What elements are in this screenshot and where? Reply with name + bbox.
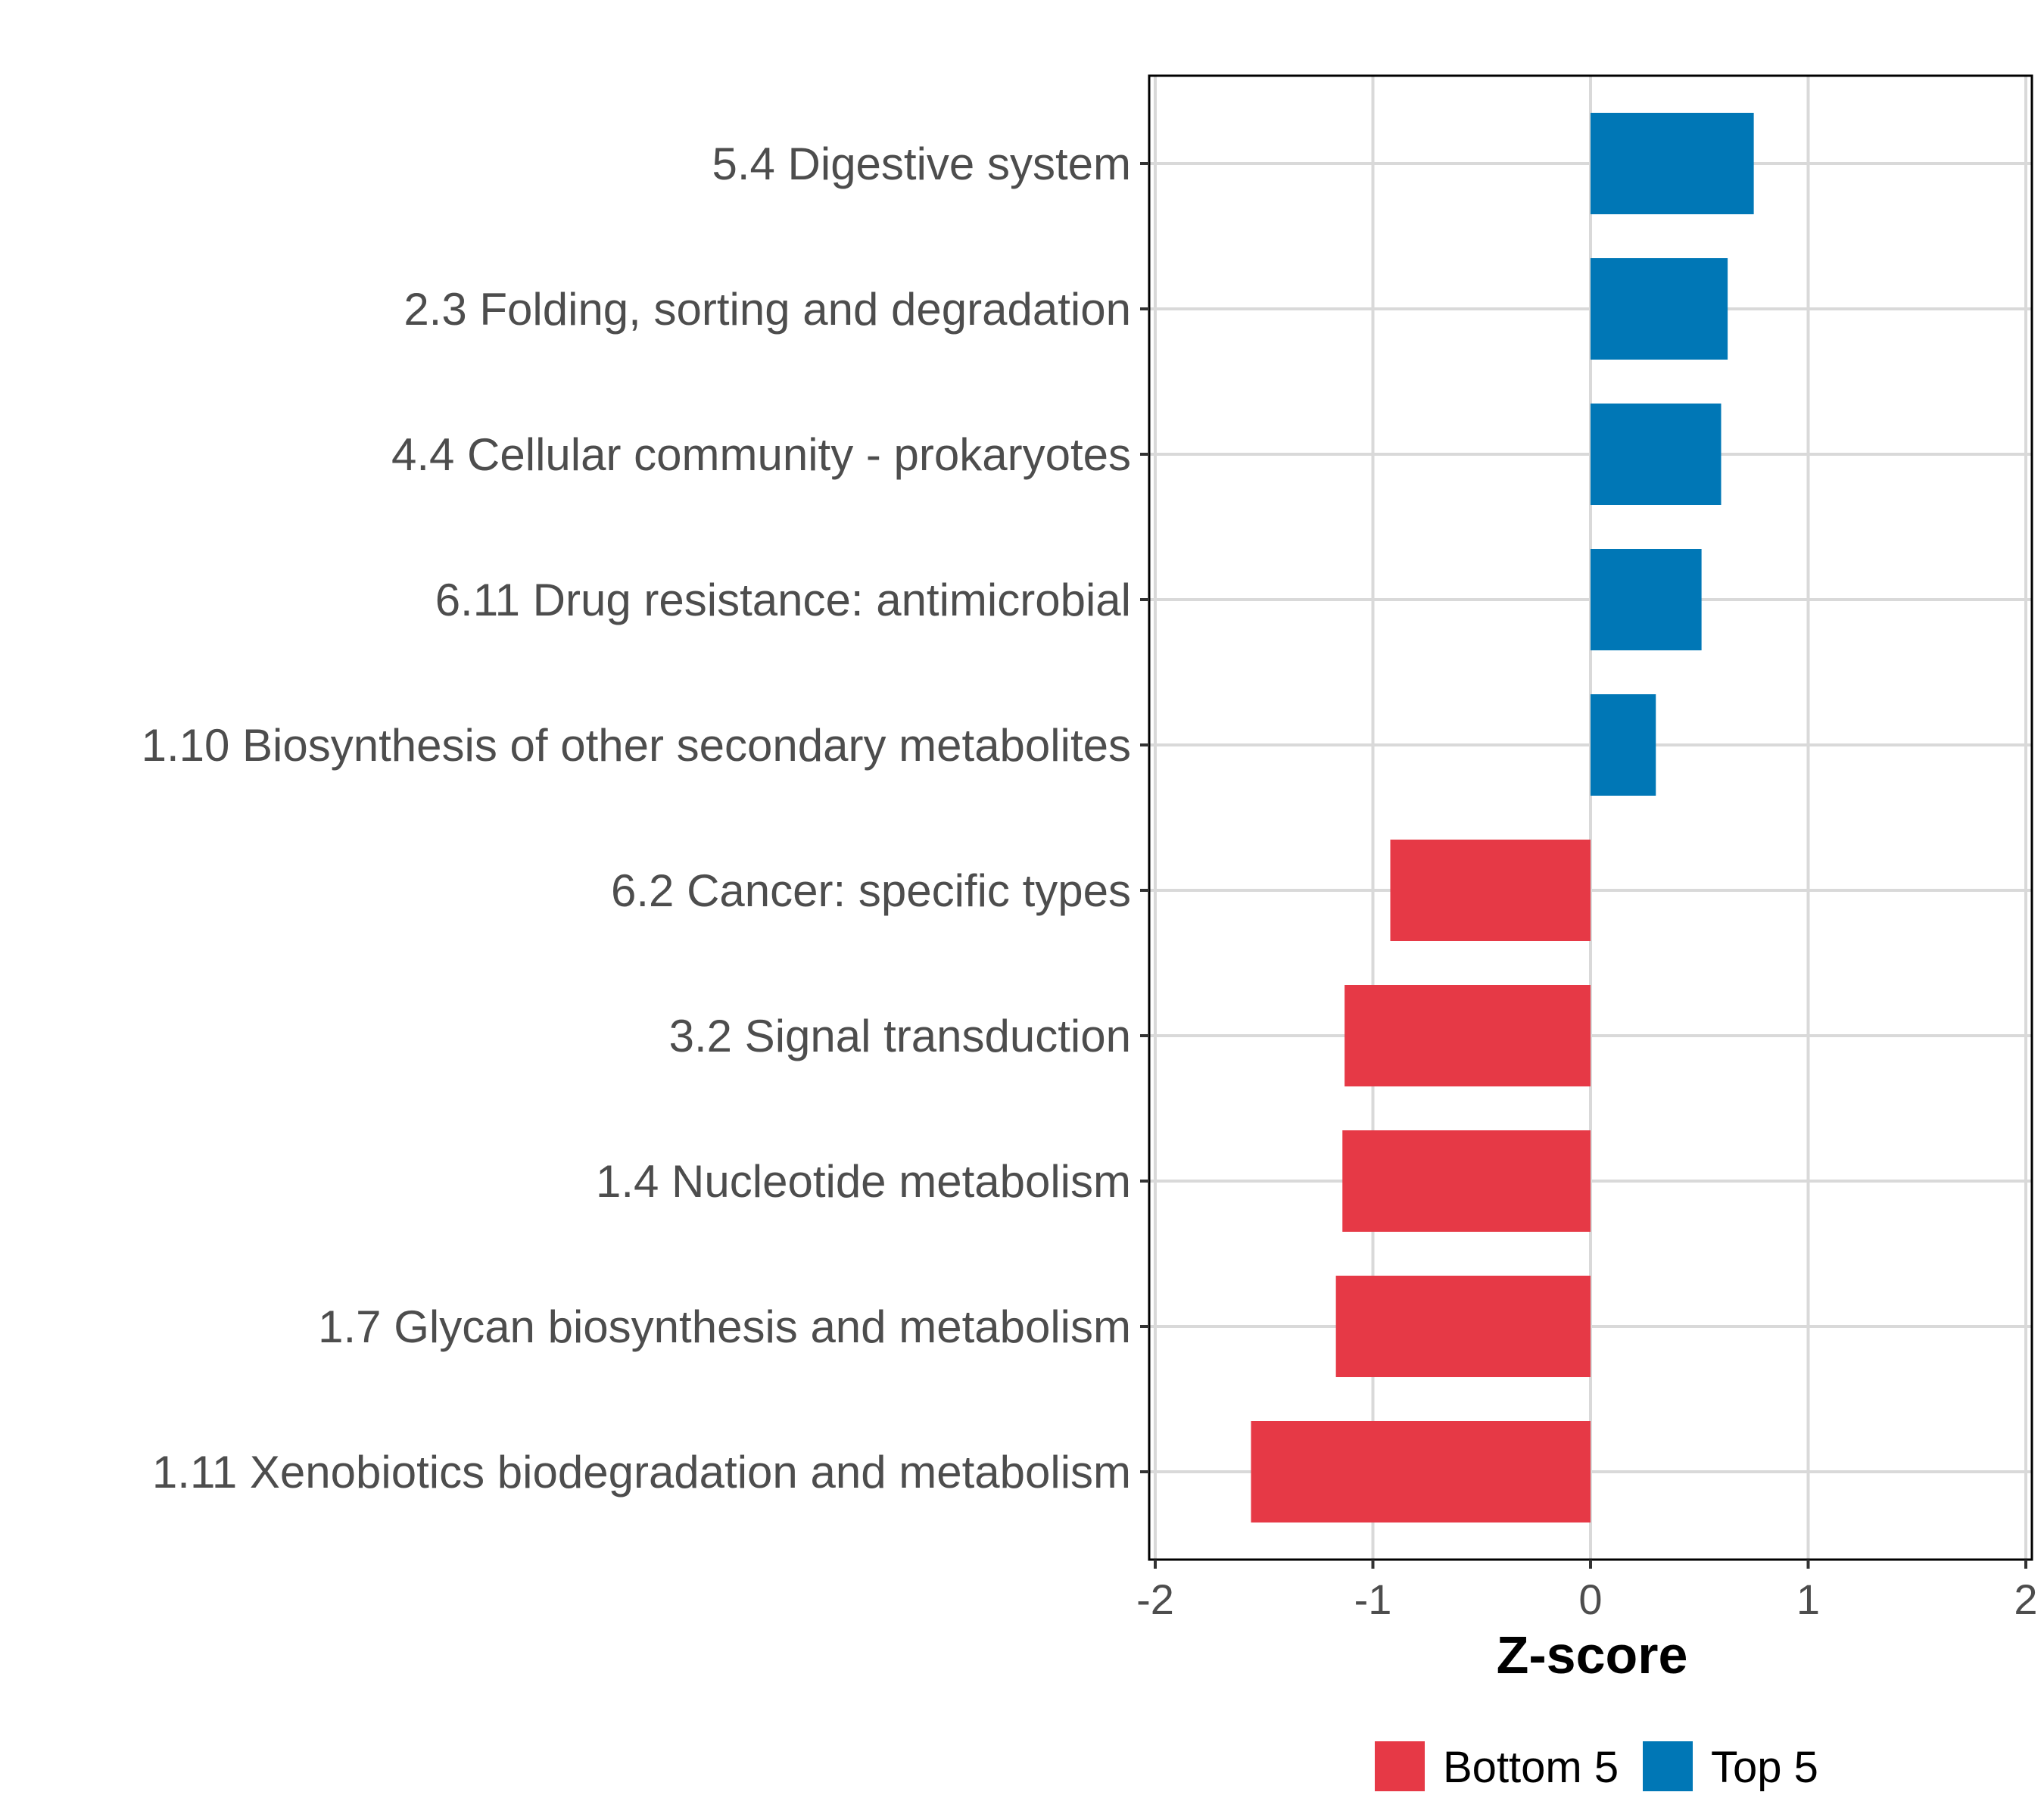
legend-label: Bottom 5 (1443, 1743, 1619, 1792)
legend: Bottom 5 Top 5 (1375, 1741, 1818, 1792)
bar (1251, 1421, 1591, 1522)
y-tick-label: 1.4 Nucleotide metabolism (596, 1156, 1131, 1207)
y-tick-label: 2.3 Folding, sorting and degradation (404, 284, 1131, 335)
y-tick-label: 1.11 Xenobiotics biodegradation and meta… (152, 1447, 1131, 1498)
bars (1251, 113, 1754, 1522)
y-axis: 5.4 Digestive system 2.3 Folding, sorting… (142, 139, 1149, 1498)
x-tick-label: -1 (1354, 1575, 1392, 1623)
bar (1335, 1276, 1591, 1377)
bar (1591, 694, 1656, 796)
bar (1390, 840, 1591, 941)
x-tick-label: 2 (2014, 1575, 2037, 1623)
bar (1591, 404, 1722, 505)
legend-key (1375, 1741, 1425, 1791)
x-axis-title: Z-score (1497, 1625, 1688, 1685)
y-tick-label: 1.7 Glycan biosynthesis and metabolism (318, 1301, 1131, 1352)
legend-label: Top 5 (1711, 1743, 1818, 1792)
bar (1591, 258, 1728, 360)
y-tick-label: 1.10 Biosynthesis of other secondary met… (142, 720, 1131, 771)
x-tick-label: 1 (1796, 1575, 1820, 1623)
y-tick-label: 6.11 Drug resistance: antimicrobial (435, 575, 1131, 625)
y-tick-label: 3.2 Signal transduction (669, 1011, 1131, 1061)
y-tick-label: 5.4 Digestive system (712, 139, 1131, 189)
x-tick-label: -2 (1136, 1575, 1174, 1623)
x-tick-label: 0 (1578, 1575, 1602, 1623)
y-tick-label: 4.4 Cellular community - prokaryotes (391, 429, 1131, 480)
bar (1591, 549, 1702, 650)
legend-key (1643, 1741, 1693, 1791)
bar (1344, 985, 1591, 1086)
bar (1591, 113, 1754, 214)
y-tick-label: 6.2 Cancer: specific types (611, 865, 1131, 916)
bar (1342, 1130, 1591, 1232)
x-axis: -2 -1 0 1 2 (1136, 1560, 2038, 1623)
